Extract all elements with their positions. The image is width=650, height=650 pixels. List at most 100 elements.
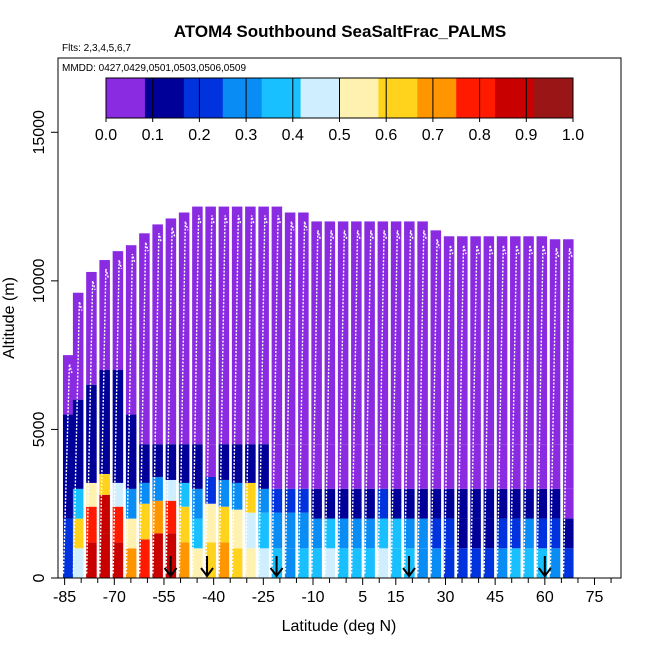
curtain-cell (205, 542, 216, 578)
colorbar-tick-label: 0.7 (422, 127, 444, 144)
curtain-cell (390, 548, 402, 578)
curtain-cell (311, 488, 322, 519)
curtain-cell (271, 512, 283, 549)
curtain-cell (324, 548, 336, 578)
sounding-arrow-head (402, 567, 416, 578)
curtain-cell (311, 548, 322, 578)
curtain-cell (86, 482, 97, 507)
y-axis: 0 5000 10000 15000 (31, 110, 58, 582)
curtain-cell (245, 482, 256, 513)
curtain-cell (496, 444, 508, 489)
curtain-cell (231, 444, 243, 483)
colorbar-tick-label: 1.0 (562, 127, 584, 144)
curtain-cell (549, 488, 561, 519)
curtain-cell (298, 512, 309, 549)
colorbar-swatch (144, 78, 185, 118)
curtain-column-top (245, 206, 256, 445)
curtain-cell (125, 548, 137, 578)
x-tick-label: 75 (586, 589, 604, 606)
curtain-cell (377, 488, 389, 519)
curtain-cell (152, 444, 163, 477)
curtain-cell (139, 444, 150, 483)
curtain-cell (417, 518, 428, 549)
curtain-column-top (496, 236, 508, 445)
colorbar-tick-label: 0.2 (188, 127, 210, 144)
curtain-cell (496, 488, 508, 519)
curtain-cell (351, 444, 362, 489)
curtain-cell (72, 518, 84, 549)
flight-track (350, 230, 361, 574)
x-tick-label: -40 (202, 589, 225, 606)
curtain-cell (536, 518, 548, 549)
curtain-cell (536, 548, 548, 578)
curtain-cell (178, 542, 190, 578)
curtain-cell (218, 479, 230, 507)
curtain-cell (311, 518, 322, 549)
curtain-column-top (417, 221, 428, 445)
curtain-cell (390, 444, 402, 489)
curtain-cell (62, 474, 74, 519)
curtain-column-top (231, 206, 243, 445)
flight-track (456, 245, 467, 574)
colorbar-tick-label: 0.5 (328, 127, 350, 144)
curtain-cell (404, 518, 415, 549)
flight-track (377, 230, 388, 574)
curtain-cell (125, 488, 137, 519)
curtain-cell (510, 444, 521, 489)
curtain-cell (457, 488, 468, 519)
colorbar-swatch (300, 78, 340, 118)
flight-track (138, 242, 149, 574)
curtain-cell (152, 533, 163, 578)
curtain-cell (337, 548, 349, 578)
curtain-cell (404, 444, 415, 489)
curtain-cell (510, 548, 521, 578)
flight-track (271, 215, 282, 574)
colorbar-swatch (261, 78, 302, 118)
flight-track (390, 230, 401, 574)
curtain-cell (205, 503, 216, 543)
curtain-cell (470, 444, 481, 489)
curtain-cell (536, 488, 548, 519)
flight-track (311, 230, 321, 574)
sounding-arrows (163, 556, 552, 578)
curtain-cell (99, 474, 110, 495)
curtain-cell (351, 488, 362, 519)
curtain-cell (205, 476, 216, 504)
curtain-cell (152, 500, 163, 534)
x-tick-label: 15 (387, 589, 405, 606)
curtain-cell (390, 518, 402, 549)
curtain-cell (523, 488, 534, 519)
curtain-cell (404, 488, 415, 519)
curtain-cell (377, 548, 389, 578)
curtain-column-top (337, 221, 349, 445)
curtain-column-top (523, 236, 534, 445)
curtain-cell (417, 548, 428, 578)
flight-track (430, 239, 441, 574)
curtain-column-top (72, 292, 84, 400)
curtain-cell (377, 518, 389, 549)
curtain-cell (231, 548, 243, 578)
flight-track (231, 215, 242, 574)
curtain-cell (86, 542, 97, 578)
curtain-cell (470, 518, 481, 549)
curtain-cell (549, 518, 561, 549)
curtain-cell (496, 548, 508, 578)
curtain-cell (258, 548, 269, 578)
curtain-cell (496, 518, 508, 549)
curtain-column-top (99, 260, 110, 370)
curtain-cell (563, 548, 574, 578)
flight-track (337, 230, 348, 574)
curtain-cell (457, 518, 468, 549)
curtain-column-top (457, 236, 468, 445)
curtain-cell (483, 548, 495, 578)
curtain-cell (284, 548, 296, 578)
flight-track (152, 233, 163, 574)
curtain-cell (311, 444, 322, 489)
flight-track (324, 230, 335, 574)
curtain-cell (178, 444, 190, 483)
curtain-cell (139, 503, 150, 540)
curtain-cell (443, 548, 455, 578)
curtain-cell (86, 506, 97, 543)
curtain-column-top (351, 221, 362, 445)
curtain-cell (390, 488, 402, 519)
